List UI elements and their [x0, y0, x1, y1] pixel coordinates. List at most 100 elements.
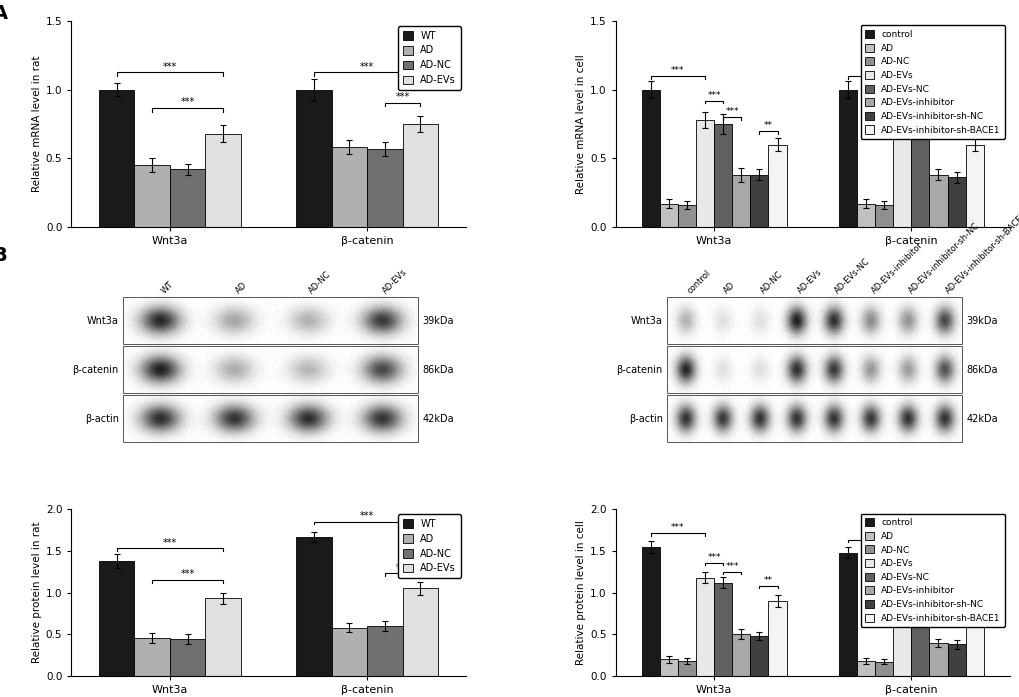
Bar [695, 578, 713, 676]
Text: ***: *** [867, 530, 880, 539]
Text: ***: *** [180, 569, 195, 579]
Y-axis label: Relative protein level in cell: Relative protein level in cell [575, 520, 585, 665]
Text: ***: *** [180, 98, 195, 107]
Text: ***: *** [867, 66, 880, 75]
Bar [135, 165, 170, 227]
Text: ***: *** [706, 553, 720, 562]
Bar [122, 395, 418, 442]
Bar [641, 546, 659, 676]
Bar [367, 148, 403, 227]
Bar [403, 124, 437, 227]
Text: ***: *** [725, 107, 738, 116]
Text: β-catenin: β-catenin [72, 365, 118, 374]
Bar [695, 120, 713, 227]
Text: β-actin: β-actin [628, 413, 662, 424]
Bar [910, 117, 928, 227]
Text: Wnt3a: Wnt3a [631, 316, 662, 325]
Bar [403, 588, 437, 676]
Text: WT: WT [159, 279, 175, 296]
Text: Wnt3a: Wnt3a [87, 316, 118, 325]
Bar [99, 90, 135, 227]
Bar [750, 636, 767, 676]
Text: ***: *** [360, 62, 374, 72]
Bar [893, 117, 910, 227]
Bar [678, 205, 695, 227]
Bar [666, 395, 962, 442]
Text: 86kDa: 86kDa [422, 365, 453, 374]
Bar [874, 662, 893, 676]
Y-axis label: Relative protein level in rat: Relative protein level in rat [32, 522, 42, 664]
Text: AD-EVs-inhibitor: AD-EVs-inhibitor [869, 240, 924, 296]
Bar [205, 134, 240, 227]
Text: 86kDa: 86kDa [965, 365, 997, 374]
Text: ***: *** [395, 562, 410, 572]
Text: ***: *** [904, 557, 917, 566]
Text: B: B [0, 245, 7, 265]
Bar [296, 537, 331, 676]
Bar [666, 346, 962, 393]
Text: AD-EVs: AD-EVs [381, 267, 409, 296]
Text: ***: *** [671, 523, 684, 533]
Text: AD-NC: AD-NC [307, 270, 333, 296]
Bar [856, 204, 874, 227]
Bar [666, 297, 962, 344]
Text: AD-EVs: AD-EVs [796, 267, 823, 296]
Bar [205, 599, 240, 676]
Bar [331, 628, 367, 676]
Bar [965, 611, 982, 676]
Text: ***: *** [360, 511, 374, 521]
Bar [678, 661, 695, 676]
Bar [367, 626, 403, 676]
Text: A: A [0, 4, 8, 24]
Y-axis label: Relative mRNA level in rat: Relative mRNA level in rat [32, 56, 42, 192]
Text: ***: *** [706, 91, 720, 100]
Text: **: ** [763, 121, 772, 130]
Bar [659, 659, 678, 676]
Text: **: ** [763, 576, 772, 585]
Text: ***: *** [163, 62, 177, 72]
Bar [874, 205, 893, 227]
Text: AD: AD [233, 280, 249, 296]
Bar [928, 643, 947, 676]
Bar [750, 175, 767, 227]
Text: ***: *** [725, 562, 738, 571]
Bar [713, 124, 732, 227]
Bar [947, 178, 965, 227]
Bar [856, 661, 874, 676]
Text: control: control [685, 268, 711, 296]
Bar [965, 144, 982, 227]
Text: 39kDa: 39kDa [422, 316, 453, 325]
Text: 42kDa: 42kDa [422, 413, 453, 424]
Bar [99, 561, 135, 676]
Bar [767, 601, 786, 676]
Legend: WT, AD, AD-NC, AD-EVs: WT, AD, AD-NC, AD-EVs [397, 514, 461, 579]
Text: **: ** [960, 584, 969, 593]
Legend: control, AD, AD-NC, AD-EVs, AD-EVs-NC, AD-EVs-inhibitor, AD-EVs-inhibitor-sh-NC,: control, AD, AD-NC, AD-EVs, AD-EVs-NC, A… [860, 514, 1005, 627]
Bar [893, 584, 910, 676]
Bar [947, 644, 965, 676]
Text: ***: *** [922, 566, 935, 575]
Text: β-actin: β-actin [85, 413, 118, 424]
Text: β-catenin: β-catenin [615, 365, 662, 374]
Text: ***: *** [163, 537, 177, 548]
Text: ***: *** [904, 88, 917, 97]
Text: ***: *** [671, 66, 684, 75]
Bar [122, 346, 418, 393]
Bar [122, 297, 418, 344]
Bar [170, 169, 205, 227]
Bar [767, 144, 786, 227]
Text: ***: *** [395, 92, 410, 102]
Text: AD: AD [721, 280, 737, 296]
Text: AD-NC: AD-NC [758, 270, 785, 296]
Bar [170, 639, 205, 676]
Y-axis label: Relative mRNA level in cell: Relative mRNA level in cell [575, 54, 585, 194]
Legend: WT, AD, AD-NC, AD-EVs: WT, AD, AD-NC, AD-EVs [397, 26, 461, 90]
Bar [331, 147, 367, 227]
Text: ***: *** [958, 118, 971, 128]
Bar [732, 175, 750, 227]
Bar [910, 586, 928, 676]
Text: AD-EVs-NC: AD-EVs-NC [833, 256, 871, 296]
Bar [135, 638, 170, 676]
Legend: control, AD, AD-NC, AD-EVs, AD-EVs-NC, AD-EVs-inhibitor, AD-EVs-inhibitor-sh-NC,: control, AD, AD-NC, AD-EVs, AD-EVs-NC, A… [860, 25, 1005, 139]
Bar [641, 90, 659, 227]
